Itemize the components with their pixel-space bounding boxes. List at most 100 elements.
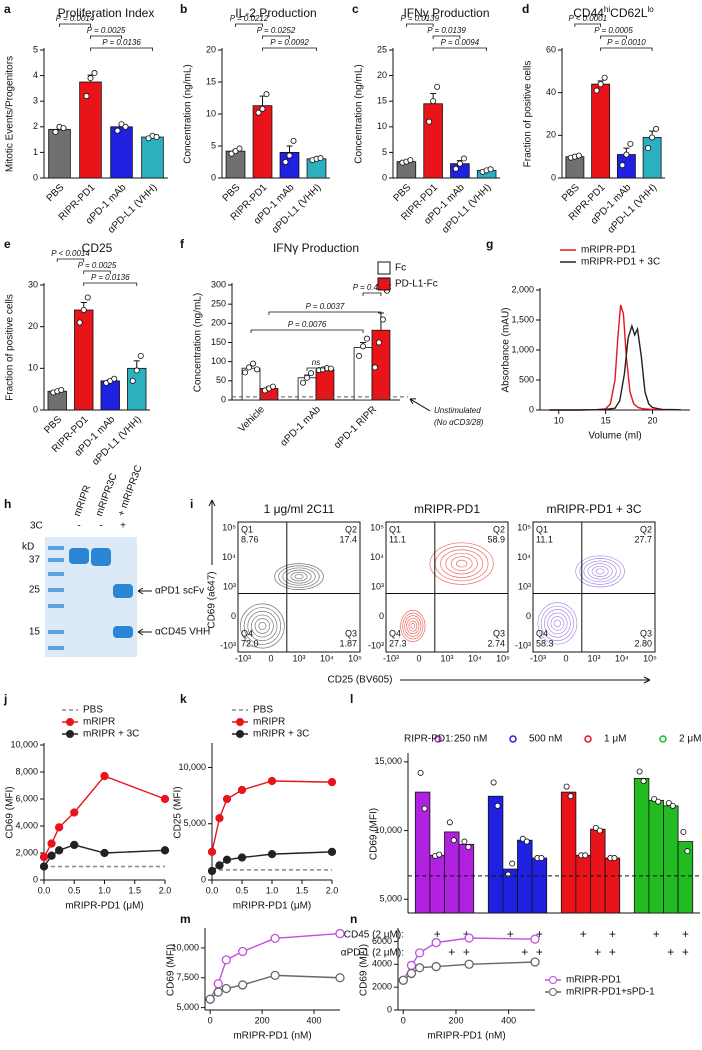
y-tick-label: 6,000 bbox=[15, 793, 38, 803]
contour bbox=[294, 574, 304, 580]
contour bbox=[440, 549, 484, 578]
significance-bracket bbox=[235, 23, 263, 27]
data-point bbox=[83, 93, 90, 100]
contour bbox=[544, 609, 571, 638]
data-point bbox=[215, 861, 224, 870]
legend-marker bbox=[549, 976, 557, 984]
data-point bbox=[375, 339, 382, 346]
data-point bbox=[250, 360, 257, 367]
significance-bracket bbox=[405, 23, 434, 27]
legend-marker bbox=[549, 988, 557, 996]
series-line bbox=[43, 775, 166, 858]
y-tick-label: 2000 bbox=[372, 982, 392, 992]
quadrant-value: 72.0 bbox=[241, 638, 259, 648]
bar bbox=[225, 150, 246, 179]
legend-marker bbox=[434, 735, 442, 743]
lane-label: mRIPR3C bbox=[94, 472, 120, 518]
data-point bbox=[593, 87, 600, 94]
data-point bbox=[270, 933, 280, 944]
p-value: P = 0.0010 bbox=[607, 38, 646, 47]
quadrant-name: Q4 bbox=[536, 628, 548, 638]
bar bbox=[74, 309, 94, 411]
data-point bbox=[487, 166, 494, 173]
contour bbox=[595, 568, 605, 575]
condition-mark: + bbox=[682, 927, 689, 941]
y-tick-label: 2 bbox=[33, 121, 38, 131]
condition-mark: + bbox=[682, 945, 689, 959]
bar bbox=[100, 380, 120, 411]
y-axis-label: CD69 (MFI) bbox=[5, 786, 16, 838]
data-point bbox=[421, 805, 428, 812]
data-point bbox=[304, 374, 311, 381]
x-tick-label: 10 bbox=[554, 415, 564, 425]
significance-bracket bbox=[600, 47, 653, 51]
condition-mark: + bbox=[667, 945, 674, 959]
y-tick-label: 2,000 bbox=[511, 284, 534, 294]
data-point bbox=[222, 794, 232, 804]
bar bbox=[110, 126, 133, 179]
contour bbox=[540, 605, 575, 642]
x-tick-label: 0 bbox=[563, 653, 568, 663]
legend-label: mRIPR-PD1+sPD-1 bbox=[566, 987, 655, 998]
x-tick-label: PBS bbox=[560, 182, 582, 204]
y-tick-label: 30 bbox=[28, 279, 38, 289]
y-tick-label: 20 bbox=[546, 130, 556, 140]
y-tick-label: -10³ bbox=[368, 640, 384, 650]
data-point bbox=[494, 802, 501, 809]
y-tick-label: 20 bbox=[377, 70, 387, 80]
quadrant-value: 58.9 bbox=[487, 534, 505, 544]
data-point bbox=[596, 827, 603, 834]
contour bbox=[247, 610, 278, 642]
y-tick-label: 8,000 bbox=[15, 766, 38, 776]
data-point bbox=[137, 352, 144, 359]
bar bbox=[648, 799, 664, 914]
p-value: P = 0.0212 bbox=[230, 14, 269, 23]
plot-frame bbox=[532, 521, 656, 653]
bar bbox=[604, 857, 621, 914]
bar bbox=[423, 103, 443, 179]
contour bbox=[278, 565, 320, 588]
x-axis-label: mRIPR-PD1 (μM) bbox=[233, 901, 312, 912]
y-axis-label: CD25 (MFI) bbox=[173, 786, 184, 838]
y-tick-label: 100 bbox=[211, 356, 226, 366]
data-point bbox=[58, 386, 65, 393]
x-tick-label: 0.0 bbox=[206, 885, 219, 895]
data-point bbox=[308, 370, 315, 377]
x-tick-label: 20 bbox=[647, 415, 657, 425]
quadrant-name: Q1 bbox=[536, 524, 548, 534]
y-tick-label: 10 bbox=[28, 363, 38, 373]
y-tick-label: 10³ bbox=[518, 581, 531, 591]
title-part: lo bbox=[648, 5, 655, 14]
quadrant-value: 2.74 bbox=[487, 638, 505, 648]
significance-bracket bbox=[268, 311, 382, 315]
x-tick-label: PBS bbox=[42, 414, 64, 436]
contour bbox=[406, 617, 420, 635]
x-tick-label: 0.0 bbox=[38, 885, 51, 895]
panel-letter: f bbox=[180, 237, 185, 251]
kd-label: kD bbox=[22, 542, 34, 553]
data-point bbox=[567, 793, 574, 800]
y-axis-label: Concentration (ng/mL) bbox=[354, 64, 365, 164]
data-point bbox=[286, 152, 293, 159]
axis-arrow bbox=[400, 676, 651, 684]
data-point bbox=[269, 383, 276, 390]
y-tick-label: 200 bbox=[211, 318, 226, 328]
contour bbox=[583, 560, 617, 583]
p-value: P = 0.0037 bbox=[306, 302, 345, 311]
data-point bbox=[645, 145, 652, 152]
y-tick-label: 5 bbox=[33, 44, 38, 54]
p-value: P = 0.0252 bbox=[257, 26, 296, 35]
panel-letter: h bbox=[4, 497, 11, 511]
data-point bbox=[417, 769, 424, 776]
data-point bbox=[601, 74, 608, 81]
x-tick-label: 400 bbox=[307, 1015, 322, 1025]
contour bbox=[445, 552, 478, 575]
condition-mark: + bbox=[609, 945, 616, 959]
y-tick-label: 10,000 bbox=[10, 739, 38, 749]
data-point bbox=[246, 364, 253, 371]
quadrant-name: Q2 bbox=[345, 524, 357, 534]
y-tick-label: 10⁵ bbox=[517, 522, 531, 532]
quadrant-value: 27.3 bbox=[389, 638, 407, 648]
panel-letter: l bbox=[350, 692, 353, 706]
